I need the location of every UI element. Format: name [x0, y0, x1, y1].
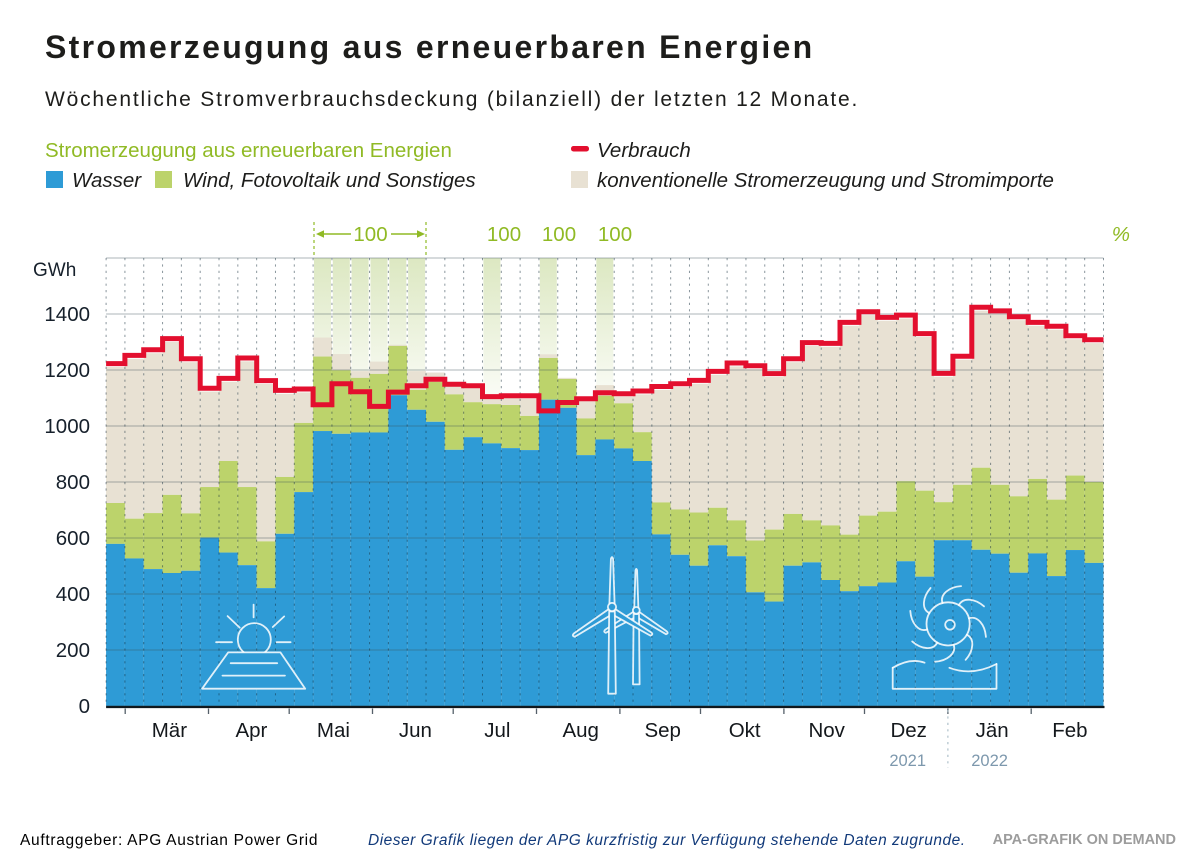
svg-text:1000: 1000	[44, 415, 90, 438]
svg-text:2021: 2021	[889, 752, 926, 770]
svg-text:Wind, Fotovoltaik und Sonstige: Wind, Fotovoltaik und Sonstiges	[183, 169, 476, 192]
svg-text:Jun: Jun	[399, 719, 432, 742]
svg-text:konventionelle Stromerzeugung: konventionelle Stromerzeugung und Stromi…	[597, 169, 1054, 192]
svg-text:100: 100	[487, 223, 521, 246]
svg-text:Feb: Feb	[1052, 719, 1087, 742]
svg-text:Mai: Mai	[317, 719, 350, 742]
svg-text:800: 800	[56, 471, 90, 494]
svg-text:Aug: Aug	[562, 719, 598, 742]
svg-text:Sep: Sep	[644, 719, 680, 742]
svg-text:Verbrauch: Verbrauch	[597, 139, 691, 162]
svg-text:Wasser: Wasser	[72, 169, 142, 192]
svg-text:1400: 1400	[44, 303, 90, 326]
svg-text:Jän: Jän	[976, 719, 1009, 742]
svg-text:APA-GRAFIK ON DEMAND: APA-GRAFIK ON DEMAND	[993, 832, 1176, 848]
svg-text:400: 400	[56, 583, 90, 606]
svg-text:0: 0	[79, 695, 90, 718]
svg-text:2022: 2022	[971, 752, 1008, 770]
svg-text:100: 100	[542, 223, 576, 246]
svg-text:Nov: Nov	[808, 719, 845, 742]
svg-text:Mär: Mär	[152, 719, 187, 742]
svg-text:Jul: Jul	[484, 719, 510, 742]
svg-text:Dieser Grafik liegen der APG k: Dieser Grafik liegen der APG kurzfristig…	[368, 832, 966, 849]
svg-text:Okt: Okt	[729, 719, 761, 742]
svg-text:200: 200	[56, 639, 90, 662]
svg-text:Stromerzeugung aus erneuerbare: Stromerzeugung aus erneuerbaren Energien	[45, 139, 452, 162]
svg-text:Auftraggeber: APG Austrian Pow: Auftraggeber: APG Austrian Power Grid	[20, 832, 318, 849]
svg-text:600: 600	[56, 527, 90, 550]
svg-text:1200: 1200	[44, 359, 90, 382]
svg-text:100: 100	[598, 223, 632, 246]
svg-text:Apr: Apr	[235, 719, 267, 742]
svg-text:Wöchentliche Stromverbrauchsde: Wöchentliche Stromverbrauchsdeckung (bil…	[45, 88, 859, 111]
svg-text:100: 100	[353, 223, 387, 246]
svg-text:Stromerzeugung aus erneuerbare: Stromerzeugung aus erneuerbaren Energien	[45, 29, 815, 65]
svg-text:Dez: Dez	[890, 719, 926, 742]
svg-text:%: %	[1112, 223, 1130, 246]
svg-text:GWh: GWh	[33, 260, 76, 281]
